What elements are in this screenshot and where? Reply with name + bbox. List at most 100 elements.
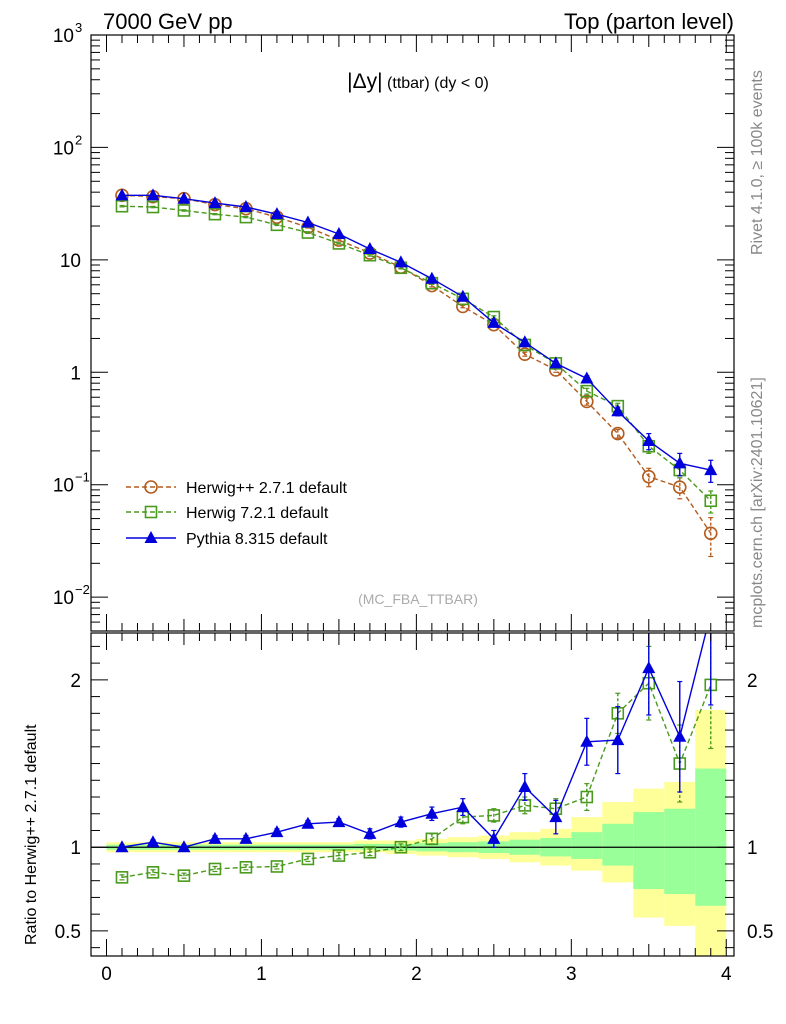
- ratio-data-point: [549, 810, 563, 823]
- ratio-x-tick-label: 2: [411, 964, 422, 985]
- ratio-triangle-series: [115, 606, 717, 853]
- main-y-tick-base: 10: [53, 476, 74, 497]
- ratio-data-point: [518, 779, 532, 792]
- main-data-point: [580, 371, 594, 384]
- main-data-point: [672, 480, 687, 495]
- ratio-panel: 0.5 0.5 1 1 2 2 0 1 2 3 4 Ratio to Herwig++ 2.7.1…: [23, 606, 773, 985]
- main-data-point: [703, 526, 718, 541]
- main-data-point: [270, 218, 284, 232]
- band-green: [633, 812, 665, 890]
- ratio-y-tick-label-right: 0.5: [747, 922, 773, 943]
- ratio-data-point: [394, 840, 408, 854]
- ratio-data-point: [115, 840, 129, 853]
- main-data-point: [270, 207, 284, 220]
- main-data-point: [146, 200, 160, 214]
- ratio-data-point: [394, 815, 408, 828]
- ratio-data-point: [146, 835, 160, 848]
- header-left: 7000 GeV pp: [103, 9, 233, 34]
- main-data-point: [518, 347, 532, 361]
- main-data-point: [332, 226, 346, 239]
- ratio-data-point: [270, 825, 284, 838]
- main-title-sub: (ttbar) (dy < 0): [383, 75, 489, 92]
- legend-entry-square: Herwig 7.2.1 default: [126, 505, 329, 522]
- main-data-point: [177, 191, 191, 204]
- main-title: |Δy| (ttbar) (dy < 0): [347, 70, 489, 93]
- band-green: [571, 832, 603, 859]
- ratio-data-point: [332, 849, 346, 862]
- ratio-data-point: [239, 831, 253, 844]
- ratio-data-point: [425, 832, 439, 846]
- main-data-point: [208, 196, 222, 209]
- main-y-tick-exponent: −2: [75, 582, 90, 597]
- main-data-point: [239, 200, 253, 213]
- main-y-tick-label: 10: [53, 476, 74, 497]
- main-y-tick-label: 10: [60, 251, 81, 272]
- ratio-data-point: [425, 806, 439, 819]
- main-data-point: [518, 335, 532, 348]
- legend-label: Herwig++ 2.7.1 default: [186, 480, 348, 497]
- band-green: [695, 768, 727, 906]
- main-y-tick-base: 10: [53, 26, 74, 47]
- legend-label: Herwig 7.2.1 default: [186, 505, 329, 522]
- ratio-data-point: [177, 840, 191, 853]
- main-data-point: [549, 356, 563, 369]
- main-data-point: [580, 384, 594, 398]
- ratio-y-tick-label: 2: [70, 671, 81, 692]
- ratio-data-point: [301, 816, 315, 829]
- main-y-tick-exponent: 3: [75, 20, 82, 35]
- ratio-data-point: [642, 661, 656, 674]
- main-y-tick-base: 10: [53, 138, 74, 159]
- ratio-triangle-line: [121, 633, 707, 848]
- main-square-series: [115, 199, 718, 514]
- main-data-point: [704, 494, 718, 508]
- main-data-point: [301, 215, 315, 228]
- main-y-tick-base: 10: [53, 588, 74, 609]
- legend: Herwig++ 2.7.1 default Herwig 7.2.1 defau…: [126, 480, 348, 548]
- ratio-x-tick-label: 0: [101, 964, 112, 985]
- ratio-data-point: [208, 831, 222, 844]
- header-right: Top (parton level): [564, 9, 734, 34]
- main-data-point: [487, 315, 501, 328]
- band-green: [602, 823, 634, 866]
- main-data-point: [580, 394, 594, 409]
- main-frame: [90, 34, 735, 632]
- ratio-data-point: [704, 606, 717, 618]
- main-triangle-series: [115, 188, 718, 483]
- main-data-point: [611, 404, 625, 417]
- mcplots-label: mcplots.cern.ch [arXiv:2401.10621]: [749, 377, 766, 628]
- ratio-data-point: [146, 866, 160, 879]
- ratio-x-tick-label: 1: [256, 964, 267, 985]
- ratio-data-point: [363, 826, 377, 839]
- main-data-point: [363, 241, 377, 254]
- main-y-tick-label: 10: [53, 138, 74, 159]
- ratio-data-point: [673, 729, 687, 742]
- ratio-y-tick-label-right: 1: [747, 838, 758, 859]
- main-title-main: |Δy|: [347, 70, 382, 93]
- ratio-uncertainty-bands: [106, 709, 727, 956]
- ratio-data-point: [611, 733, 625, 746]
- main-data-point: [115, 188, 129, 201]
- ratio-data-point: [332, 815, 346, 828]
- ratio-y-tick-label: 1: [70, 838, 81, 859]
- main-data-point: [456, 289, 470, 302]
- legend-marker: [144, 505, 158, 519]
- ratio-data-point: [115, 871, 129, 884]
- legend-marker: [144, 531, 158, 543]
- ratio-series-layer: [115, 606, 718, 884]
- legend-marker: [144, 480, 158, 494]
- legend-label: Pythia 8.315 default: [186, 531, 328, 548]
- ratio-frame: [90, 632, 735, 957]
- ratio-data-point: [487, 831, 501, 844]
- main-y-tick-exponent: −1: [75, 470, 90, 485]
- ratio-data-point: [270, 860, 284, 873]
- main-data-point: [146, 188, 160, 201]
- legend-entry-circle: Herwig++ 2.7.1 default: [126, 480, 348, 497]
- main-data-point: [610, 426, 625, 441]
- main-y-tick-label: 1: [70, 363, 81, 384]
- main-data-point: [642, 433, 656, 446]
- main-data-point: [425, 271, 439, 284]
- main-data-point: [115, 199, 129, 213]
- legend-entry-triangle: Pythia 8.315 default: [126, 531, 328, 548]
